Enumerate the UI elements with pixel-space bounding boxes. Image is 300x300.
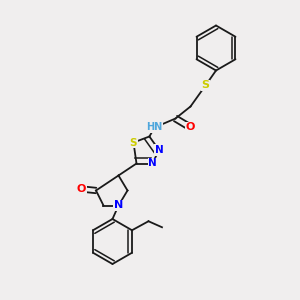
Text: O: O: [77, 184, 86, 194]
Text: N: N: [114, 200, 123, 211]
Text: S: S: [202, 80, 209, 91]
Text: N: N: [148, 158, 157, 169]
Text: S: S: [130, 137, 137, 148]
Text: N: N: [154, 145, 164, 155]
Text: HN: HN: [146, 122, 163, 133]
Text: O: O: [186, 122, 195, 133]
